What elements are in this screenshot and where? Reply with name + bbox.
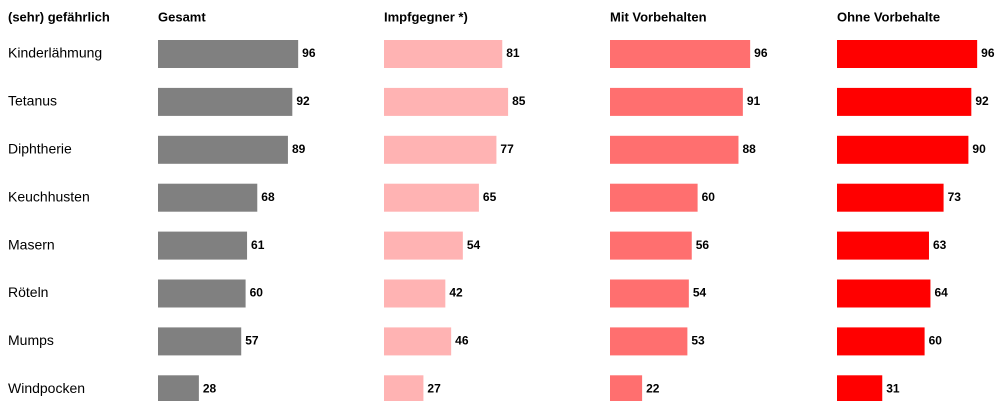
value-label: 27: [427, 381, 441, 395]
category-label: Tetanus: [8, 93, 57, 109]
bar: [158, 135, 288, 164]
bar: [610, 375, 643, 401]
value-label: 54: [693, 286, 707, 300]
category-label: Keuchhusten: [8, 188, 90, 204]
value-label: 73: [948, 190, 962, 204]
value-label: 92: [975, 94, 989, 108]
value-label: 96: [981, 46, 995, 60]
value-label: 53: [691, 334, 705, 348]
bar: [837, 183, 944, 212]
value-label: 77: [500, 142, 514, 156]
value-label: 57: [245, 334, 259, 348]
value-label: 61: [251, 238, 265, 252]
value-label: 88: [742, 142, 756, 156]
value-label: 92: [296, 94, 310, 108]
bar: [837, 279, 931, 308]
value-label: 22: [646, 381, 660, 395]
bar: [158, 231, 248, 260]
bar: [837, 231, 929, 260]
panel-title: Gesamt: [158, 9, 206, 24]
value-label: 60: [250, 286, 264, 300]
bar: [384, 279, 446, 308]
bar: [837, 135, 969, 164]
bar: [384, 183, 479, 212]
value-label: 56: [696, 238, 710, 252]
bar: [384, 327, 452, 356]
bar: [384, 40, 503, 68]
value-label: 46: [455, 334, 469, 348]
value-label: 91: [747, 94, 761, 108]
bar: [158, 279, 246, 308]
bar: [158, 40, 299, 68]
bar: [610, 327, 688, 356]
bar: [610, 135, 739, 164]
bar: [384, 375, 424, 401]
bar: [610, 40, 751, 68]
bar: [837, 40, 978, 68]
category-label: Masern: [8, 236, 55, 252]
value-label: 68: [261, 190, 275, 204]
bar: [158, 327, 242, 356]
bar: [610, 183, 698, 212]
value-label: 42: [449, 286, 463, 300]
panel-title: Mit Vorbehalten: [610, 9, 707, 24]
value-label: 89: [292, 142, 306, 156]
value-label: 60: [929, 334, 943, 348]
bar: [837, 87, 972, 116]
bar: [610, 279, 689, 308]
value-label: 90: [972, 142, 986, 156]
value-label: 64: [934, 286, 948, 300]
category-label: Windpocken: [8, 380, 85, 396]
bar: [610, 87, 743, 116]
value-label: 28: [203, 381, 217, 395]
category-label: Diphtherie: [8, 141, 72, 157]
bar: [610, 231, 692, 260]
value-label: 96: [302, 46, 316, 60]
value-label: 31: [886, 381, 900, 395]
value-label: 63: [933, 238, 947, 252]
bar: [837, 375, 883, 401]
value-label: 85: [512, 94, 526, 108]
value-label: 96: [754, 46, 768, 60]
value-label: 65: [483, 190, 497, 204]
bar: [158, 183, 258, 212]
category-label: Kinderlähmung: [8, 45, 102, 61]
bar: [384, 135, 497, 164]
panel-title: Impfgegner *): [384, 9, 468, 24]
bar: [384, 231, 463, 260]
bar: [837, 327, 925, 356]
bar: [384, 87, 509, 116]
category-header: (sehr) gefährlich: [8, 9, 110, 24]
value-label: 60: [702, 190, 716, 204]
category-label: Mumps: [8, 332, 54, 348]
value-label: 54: [467, 238, 481, 252]
panel-title: Ohne Vorbehalte: [837, 9, 940, 24]
bar: [158, 87, 293, 116]
value-label: 81: [506, 46, 520, 60]
category-label: Röteln: [8, 284, 48, 300]
bar: [158, 375, 199, 401]
